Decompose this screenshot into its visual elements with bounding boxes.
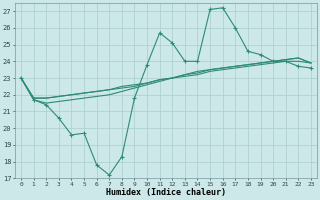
X-axis label: Humidex (Indice chaleur): Humidex (Indice chaleur) bbox=[106, 188, 226, 197]
